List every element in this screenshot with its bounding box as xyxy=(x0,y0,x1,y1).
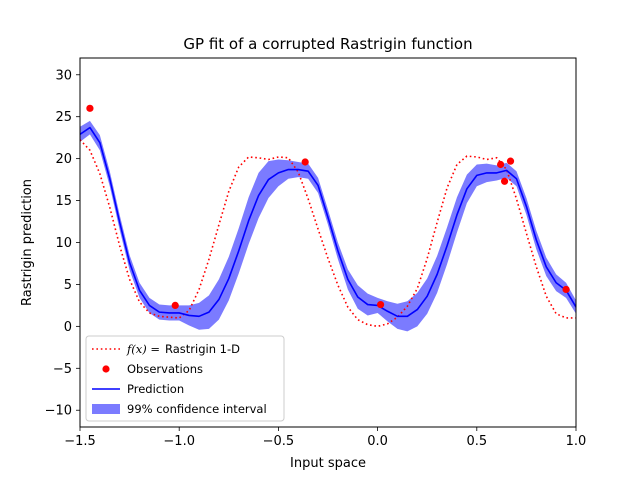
observation-point xyxy=(562,285,570,294)
observation-point xyxy=(301,158,309,166)
y-tick-label: 15 xyxy=(55,194,72,209)
x-tick-label: −1.0 xyxy=(163,434,195,449)
observation-point xyxy=(497,160,505,169)
chart-title: GP fit of a corrupted Rastrigin function xyxy=(183,35,472,53)
prediction-line xyxy=(80,126,576,318)
y-tick-label: 20 xyxy=(55,152,72,167)
legend-confidence-label: 99% confidence interval xyxy=(127,402,267,416)
observation-point xyxy=(376,300,385,309)
y-tick-label: 5 xyxy=(64,278,72,293)
y-axis: −10 −5 0 5 10 15 20 25 30 xyxy=(45,68,80,419)
legend: f(x) = Rastrigin 1-D Observations Predict… xyxy=(85,335,285,422)
y-tick-label: 30 xyxy=(55,68,72,83)
y-tick-label: −10 xyxy=(45,404,72,419)
legend-prediction-label: Prediction xyxy=(127,382,184,396)
y-axis-label: Rastrigin prediction xyxy=(20,179,35,306)
observation-point xyxy=(86,104,94,112)
legend-box xyxy=(85,335,285,422)
y-tick-label: 10 xyxy=(55,236,72,251)
x-axis-label: Input space xyxy=(290,456,366,471)
y-tick-label: 0 xyxy=(64,320,72,335)
legend-true-function-label: f(x) = Rastrigin 1-D xyxy=(126,342,240,356)
x-tick-label: −0.5 xyxy=(263,434,295,449)
observation-point xyxy=(171,301,179,309)
plot-area xyxy=(80,104,576,332)
legend-true-function-name: Rastrigin 1-D xyxy=(165,342,240,356)
x-tick-label: 1.0 xyxy=(566,434,587,449)
observation-point xyxy=(500,177,509,185)
legend-true-function-prefix: f(x) = xyxy=(126,342,160,356)
x-tick-label: 0.0 xyxy=(367,434,388,449)
x-tick-label: 0.5 xyxy=(466,434,487,449)
legend-observations-marker xyxy=(102,365,110,373)
true-function-line xyxy=(80,139,576,328)
legend-observations-label: Observations xyxy=(127,362,203,376)
y-tick-label: 25 xyxy=(55,110,72,125)
observation-point xyxy=(506,157,515,165)
x-axis: −1.5 −1.0 −0.5 0.0 0.5 1.0 xyxy=(64,427,586,449)
y-tick-label: −5 xyxy=(53,362,72,377)
x-tick-label: −1.5 xyxy=(64,434,96,449)
legend-confidence-swatch xyxy=(92,404,120,414)
